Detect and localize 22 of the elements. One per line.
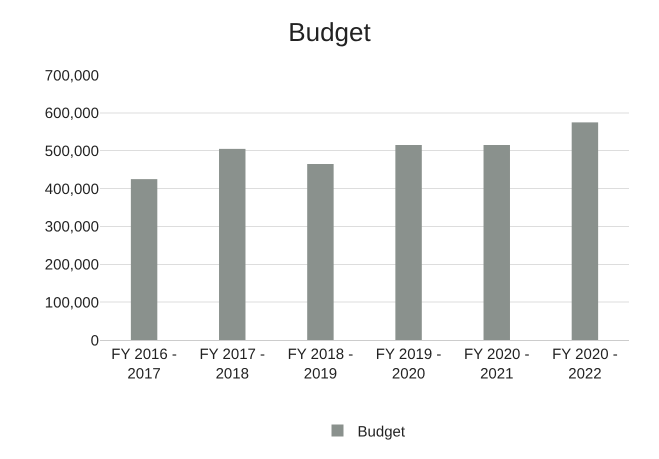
y-tick-label: 600,000 [44, 105, 99, 122]
chart-title: Budget [288, 17, 372, 48]
y-tick-label: 300,000 [44, 218, 99, 236]
bar [130, 179, 158, 340]
bar [395, 145, 422, 340]
y-tick-label: 500,000 [44, 142, 99, 160]
legend-label: Budget [358, 423, 406, 440]
bar [219, 148, 246, 340]
y-tick-label: 0 [90, 332, 99, 350]
bar [484, 145, 510, 340]
x-tick-label: FY 2016 - 2017 [111, 346, 177, 382]
y-tick-label: 100,000 [44, 294, 99, 312]
y-tick-label: 200,000 [44, 256, 99, 274]
x-tick-label: FY 2020 - 2022 [552, 346, 618, 382]
y-tick-label: 400,000 [44, 180, 99, 198]
x-tick-label: FY 2017 - 2018 [199, 346, 266, 382]
bar [307, 164, 334, 340]
x-tick-label: FY 2020 - 2021 [464, 346, 530, 382]
bar [572, 122, 598, 340]
y-tick-label: 700,000 [44, 67, 99, 84]
x-tick-label: FY 2018 - 2019 [288, 346, 354, 382]
x-tick-label: FY 2019 - 2020 [376, 346, 442, 382]
